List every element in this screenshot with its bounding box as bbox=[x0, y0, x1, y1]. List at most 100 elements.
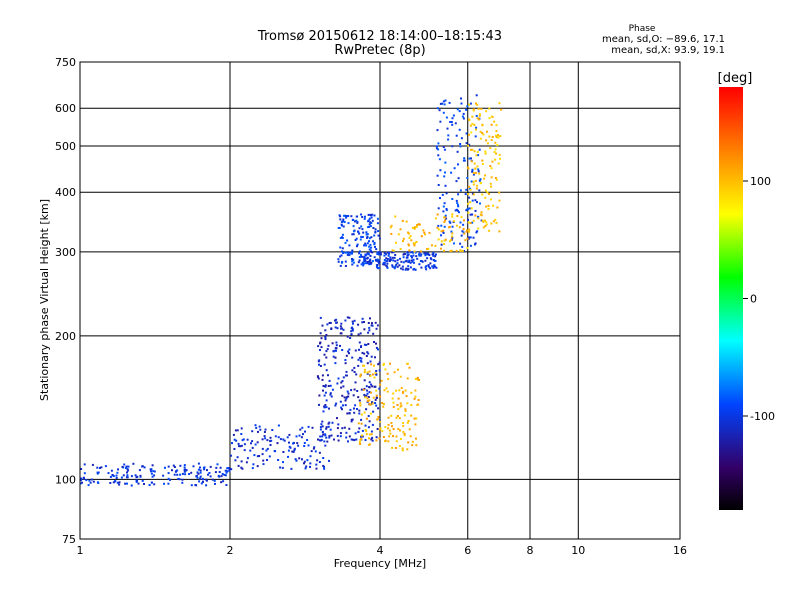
data-point bbox=[458, 110, 461, 113]
data-point bbox=[408, 428, 411, 431]
data-point bbox=[457, 204, 459, 207]
data-point bbox=[413, 227, 416, 230]
data-point bbox=[360, 255, 362, 258]
data-point bbox=[286, 436, 289, 439]
data-point bbox=[351, 418, 354, 421]
data-point bbox=[379, 420, 382, 423]
data-point bbox=[447, 134, 450, 137]
data-point bbox=[121, 465, 124, 468]
data-point bbox=[167, 482, 170, 485]
data-point bbox=[360, 253, 362, 256]
data-point bbox=[353, 388, 356, 391]
data-point bbox=[328, 459, 330, 462]
data-point bbox=[209, 465, 212, 468]
data-point bbox=[415, 437, 417, 440]
data-point bbox=[400, 404, 403, 407]
data-point bbox=[402, 430, 405, 433]
data-point bbox=[345, 215, 348, 218]
data-point bbox=[368, 245, 371, 248]
data-point bbox=[356, 408, 358, 410]
data-point bbox=[370, 383, 373, 386]
data-point bbox=[351, 233, 354, 236]
data-point bbox=[367, 352, 370, 355]
data-point bbox=[337, 227, 340, 229]
data-point bbox=[395, 416, 398, 419]
data-point bbox=[279, 438, 282, 441]
data-point bbox=[351, 260, 354, 263]
data-point bbox=[150, 472, 153, 475]
data-point bbox=[470, 207, 473, 210]
data-point bbox=[460, 137, 463, 140]
data-point bbox=[254, 443, 257, 446]
data-point bbox=[442, 229, 445, 232]
data-point bbox=[472, 173, 475, 176]
data-point bbox=[444, 216, 447, 219]
data-point bbox=[173, 466, 176, 468]
data-point bbox=[361, 228, 364, 231]
data-point bbox=[401, 447, 404, 450]
data-point bbox=[342, 404, 344, 407]
data-point bbox=[436, 213, 439, 216]
data-point bbox=[415, 240, 418, 243]
data-point bbox=[264, 428, 267, 431]
data-point bbox=[372, 227, 375, 229]
data-point bbox=[475, 231, 478, 234]
data-point bbox=[479, 130, 482, 133]
data-point bbox=[358, 441, 361, 444]
data-point bbox=[388, 429, 391, 432]
data-point bbox=[399, 257, 401, 260]
data-point bbox=[365, 385, 368, 388]
data-point bbox=[440, 230, 443, 233]
data-point bbox=[368, 225, 371, 228]
data-point bbox=[471, 148, 474, 151]
data-point bbox=[99, 467, 101, 469]
data-point bbox=[335, 344, 338, 347]
data-point bbox=[417, 403, 420, 406]
data-point bbox=[427, 264, 430, 267]
data-point bbox=[365, 433, 368, 436]
data-point bbox=[346, 390, 349, 393]
data-point bbox=[461, 230, 464, 233]
data-point bbox=[237, 464, 240, 467]
data-point bbox=[373, 214, 376, 217]
data-point bbox=[344, 404, 347, 407]
data-point bbox=[484, 196, 487, 199]
data-point bbox=[374, 385, 377, 388]
data-point bbox=[474, 171, 477, 174]
data-point bbox=[387, 416, 390, 419]
data-point bbox=[441, 193, 444, 196]
data-point bbox=[458, 211, 460, 214]
data-point bbox=[367, 260, 370, 263]
data-point bbox=[440, 224, 443, 227]
data-point bbox=[467, 237, 470, 240]
data-point bbox=[479, 202, 481, 205]
data-point bbox=[126, 471, 128, 474]
data-point bbox=[162, 474, 165, 477]
data-point bbox=[442, 205, 445, 208]
data-point bbox=[88, 479, 91, 482]
data-point bbox=[351, 356, 354, 359]
data-point bbox=[370, 430, 373, 433]
data-point bbox=[490, 115, 493, 118]
data-point bbox=[437, 238, 440, 241]
data-point bbox=[497, 162, 500, 165]
data-point bbox=[456, 108, 459, 111]
data-point bbox=[472, 108, 475, 111]
data-point bbox=[464, 239, 467, 242]
data-point bbox=[357, 323, 360, 326]
data-point bbox=[412, 254, 415, 257]
data-point bbox=[489, 165, 492, 167]
data-point bbox=[442, 231, 445, 234]
data-point bbox=[277, 459, 280, 461]
data-point bbox=[378, 361, 381, 364]
data-point bbox=[394, 254, 397, 256]
data-point bbox=[252, 463, 255, 466]
data-point bbox=[411, 260, 414, 263]
data-point bbox=[250, 442, 252, 445]
data-point bbox=[365, 344, 368, 346]
data-point bbox=[294, 458, 297, 461]
data-point bbox=[474, 167, 477, 170]
data-point bbox=[357, 261, 360, 264]
data-point bbox=[437, 154, 440, 157]
data-point bbox=[437, 142, 440, 145]
